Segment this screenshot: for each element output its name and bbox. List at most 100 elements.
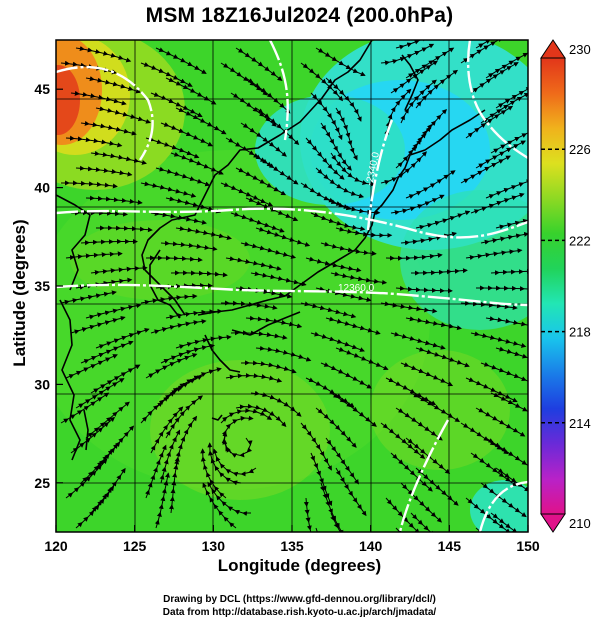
x-tick-label: 145 bbox=[438, 538, 462, 554]
y-axis-ticks: 25 30 35 40 45 bbox=[34, 81, 63, 491]
streamline bbox=[145, 353, 198, 379]
streamline bbox=[390, 194, 445, 216]
streamline bbox=[140, 385, 184, 424]
streamline bbox=[75, 485, 115, 529]
colorbar-tick-label: 226 bbox=[569, 142, 591, 157]
x-axis-title: Longitude (degrees) bbox=[217, 556, 382, 575]
streamline bbox=[90, 265, 148, 275]
x-axis-ticks: 120 125 130 135 140 145 150 bbox=[44, 525, 540, 554]
streamline bbox=[335, 347, 389, 371]
streamline bbox=[380, 151, 427, 185]
streamline bbox=[61, 180, 118, 189]
streamline bbox=[85, 76, 142, 94]
streamline bbox=[90, 150, 147, 165]
streamline bbox=[150, 319, 207, 335]
streamline bbox=[303, 497, 319, 532]
colorbar: 230 226 222 218 214 210 bbox=[540, 39, 591, 533]
credits-line-1: Drawing by DCL (https://www.gfd-dennou.o… bbox=[163, 594, 436, 605]
streamline bbox=[495, 213, 528, 230]
streamline bbox=[245, 197, 299, 222]
streamline bbox=[80, 120, 137, 136]
streamline bbox=[170, 151, 224, 175]
streamline bbox=[70, 210, 128, 217]
streamline bbox=[240, 360, 297, 374]
streamline bbox=[70, 416, 116, 454]
streamline bbox=[75, 46, 132, 63]
streamline bbox=[80, 238, 138, 246]
map-title: MSM 18Z16Jul2024 (200.0hPa) bbox=[145, 4, 454, 27]
streamline bbox=[410, 392, 461, 423]
streamline bbox=[490, 392, 528, 419]
streamline bbox=[320, 241, 377, 256]
streamline bbox=[85, 195, 143, 205]
streamline bbox=[410, 512, 453, 532]
streamline bbox=[225, 256, 282, 271]
streamline bbox=[490, 268, 528, 276]
wind-streamlines bbox=[60, 40, 528, 532]
streamline bbox=[330, 271, 388, 285]
streamline bbox=[330, 512, 362, 532]
y-tick-label: 25 bbox=[34, 475, 50, 491]
streamline bbox=[415, 210, 471, 230]
streamline bbox=[140, 293, 198, 305]
streamline bbox=[75, 277, 133, 290]
streamline bbox=[315, 286, 372, 303]
streamline bbox=[480, 361, 528, 385]
y-tick-label: 30 bbox=[34, 376, 50, 392]
streamline bbox=[400, 362, 454, 387]
streamline bbox=[335, 226, 393, 238]
streamline bbox=[335, 467, 367, 517]
colorbar-top-arrow bbox=[540, 39, 566, 59]
streamline bbox=[250, 390, 302, 417]
streamline bbox=[70, 315, 126, 335]
streamline bbox=[65, 251, 123, 261]
streamline bbox=[460, 300, 518, 311]
colorbar-tick-label: 230 bbox=[569, 42, 591, 57]
streamline bbox=[415, 346, 470, 368]
streamline bbox=[65, 458, 108, 499]
streamline bbox=[405, 316, 462, 331]
streamline bbox=[485, 316, 528, 330]
streamline bbox=[65, 354, 118, 379]
streamline bbox=[390, 60, 438, 94]
y-axis-title: Latitude (degrees) bbox=[10, 219, 29, 367]
streamline bbox=[168, 456, 180, 514]
colorbar-bar bbox=[540, 57, 566, 515]
contour-lines bbox=[56, 40, 528, 532]
streamline bbox=[385, 252, 443, 261]
y-tick-label: 45 bbox=[34, 81, 50, 97]
streamline bbox=[75, 165, 133, 177]
y-tick-label: 40 bbox=[34, 180, 50, 196]
streamline bbox=[395, 285, 453, 294]
x-tick-label: 130 bbox=[202, 538, 226, 554]
streamline bbox=[220, 300, 278, 310]
streamline bbox=[245, 315, 303, 329]
streamline bbox=[255, 345, 312, 362]
x-tick-label: 140 bbox=[359, 538, 383, 554]
streamline bbox=[225, 373, 283, 383]
streamline bbox=[175, 107, 227, 135]
streamline bbox=[160, 122, 213, 147]
streamline bbox=[150, 211, 207, 225]
streamline bbox=[165, 308, 223, 320]
map-plot-area bbox=[56, 40, 528, 532]
streamline bbox=[470, 62, 519, 94]
contour-label: 12360.0 bbox=[338, 283, 375, 294]
streamline bbox=[235, 167, 287, 196]
streamline bbox=[202, 482, 237, 529]
streamline bbox=[70, 90, 127, 106]
colorbar-ticks: 230 226 222 218 214 210 bbox=[541, 42, 591, 531]
streamline bbox=[145, 255, 203, 263]
streamline bbox=[230, 330, 288, 340]
streamline bbox=[315, 47, 366, 77]
streamline bbox=[305, 256, 362, 273]
streamline bbox=[255, 226, 311, 247]
streamline bbox=[465, 105, 514, 139]
streamline bbox=[495, 346, 528, 366]
colorbar-tick-label: 210 bbox=[569, 516, 591, 531]
streamline bbox=[170, 270, 228, 278]
streamline bbox=[325, 316, 381, 335]
streamline bbox=[405, 170, 456, 199]
streamline bbox=[250, 271, 307, 287]
